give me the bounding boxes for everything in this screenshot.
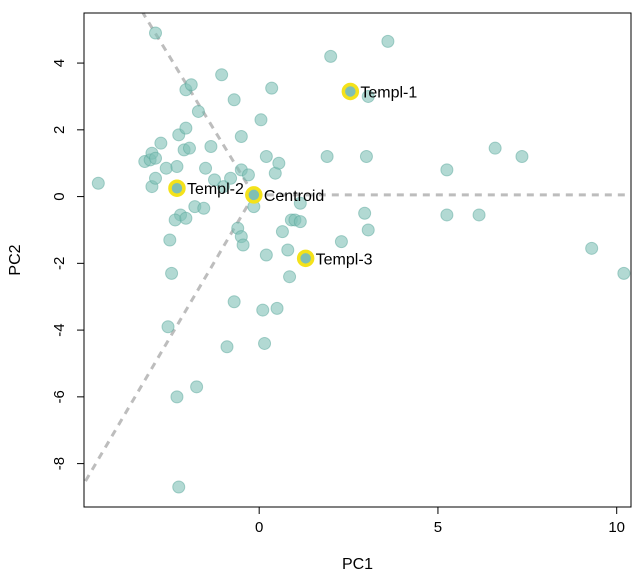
highlight-point-templ-1 — [341, 82, 360, 101]
data-point — [191, 104, 205, 118]
y-tick-label: -4 — [51, 323, 68, 336]
data-point — [259, 248, 273, 262]
data-point — [199, 161, 213, 175]
data-point — [254, 113, 268, 127]
data-point — [220, 340, 234, 354]
x-axis-title: PC1 — [342, 556, 373, 573]
y-tick-label: -8 — [51, 457, 68, 470]
highlight-label-templ-2: Templ-2 — [187, 181, 244, 198]
data-point — [515, 150, 529, 164]
data-point — [207, 173, 221, 187]
x-tick-label: 10 — [608, 519, 625, 536]
dashed-line-3 — [82, 194, 256, 485]
data-point — [293, 215, 307, 229]
highlight-label-templ-1: Templ-1 — [360, 84, 417, 101]
x-tick-label: 0 — [255, 519, 263, 536]
data-point — [168, 213, 182, 227]
data-point — [170, 160, 184, 174]
data-point — [236, 238, 250, 252]
data-point — [149, 151, 163, 165]
highlighted-points-layer: Templ-1 Templ-2 Centroid Templ-3 — [168, 82, 417, 268]
data-point — [359, 150, 373, 164]
data-point — [293, 196, 307, 210]
highlight-point-centroid — [245, 186, 263, 204]
y-tick-label: 0 — [51, 192, 68, 200]
dashed-lines-layer — [82, 12, 631, 485]
y-tick-label: 4 — [51, 59, 68, 67]
data-point — [227, 93, 241, 107]
data-point — [258, 336, 272, 350]
data-point — [149, 26, 163, 40]
data-point — [585, 241, 599, 255]
data-point — [270, 301, 284, 315]
y-tick-label: -2 — [51, 257, 68, 270]
data-point — [170, 390, 184, 404]
data-point — [324, 49, 338, 63]
data-point — [283, 270, 297, 284]
data-point — [149, 171, 163, 185]
data-point — [361, 223, 375, 237]
highlight-point-templ-2 — [168, 179, 186, 197]
data-point — [159, 161, 173, 175]
data-point — [91, 176, 105, 190]
data-point — [224, 171, 238, 185]
data-point — [361, 89, 375, 103]
data-point — [281, 243, 295, 257]
y-axis-title: PC2 — [7, 244, 24, 275]
data-point — [172, 480, 186, 494]
y-tick-label: -6 — [51, 390, 68, 403]
data-point — [234, 130, 248, 143]
data-point — [488, 141, 502, 155]
data-point — [161, 320, 175, 334]
data-point — [216, 180, 230, 194]
dashed-line-2 — [141, 12, 256, 196]
data-point — [215, 68, 229, 82]
data-point — [617, 266, 631, 280]
highlight-point-templ-3 — [296, 249, 315, 268]
highlight-label-centroid: Centroid — [264, 188, 324, 205]
data-point — [182, 141, 196, 155]
x-tick-label: 5 — [434, 519, 442, 536]
data-point — [163, 233, 177, 247]
data-point — [179, 211, 193, 225]
data-point — [472, 208, 486, 222]
data-point — [190, 380, 204, 394]
data-point — [381, 34, 395, 48]
data-point — [256, 303, 270, 317]
data-point — [440, 208, 454, 222]
data-point — [259, 150, 273, 164]
data-point — [241, 168, 255, 182]
data-point — [272, 156, 286, 170]
data-point — [358, 206, 372, 220]
data-point — [265, 81, 279, 95]
highlight-label-templ-3: Templ-3 — [316, 251, 373, 268]
y-tick-label: 2 — [51, 126, 68, 134]
data-point — [275, 225, 289, 239]
points-layer — [91, 26, 631, 494]
data-point — [197, 201, 211, 215]
data-point — [179, 121, 193, 135]
x-axis: 0 5 10 — [255, 506, 625, 536]
data-point — [334, 235, 348, 249]
data-point — [204, 140, 218, 154]
data-point — [440, 163, 454, 177]
data-point — [165, 266, 179, 280]
data-point — [154, 136, 168, 150]
y-axis: -8 -6 -4 -2 0 2 4 — [51, 59, 85, 470]
data-point — [227, 295, 241, 309]
data-point — [320, 150, 334, 164]
data-point — [184, 78, 198, 92]
